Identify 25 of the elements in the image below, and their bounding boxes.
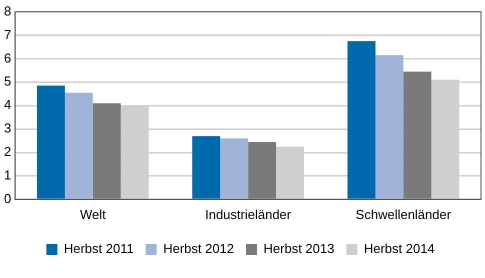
y-tick-label: 6 [4, 50, 12, 66]
y-tick-label: 8 [4, 3, 12, 18]
y-tick-label: 7 [4, 26, 12, 42]
bar [220, 138, 248, 199]
bar [64, 92, 93, 199]
legend-label: Herbst 2012 [163, 241, 234, 256]
y-tick-label: 2 [4, 144, 12, 160]
bar [36, 86, 65, 199]
bar [192, 136, 220, 199]
bar [248, 142, 276, 199]
y-tick-label: 1 [4, 168, 12, 183]
y-tick-label: 0 [4, 190, 12, 206]
y-tick-label: 5 [4, 74, 12, 89]
y-tick-label: 3 [4, 120, 12, 136]
legend-label: Herbst 2014 [364, 241, 435, 256]
x-tick-label: Industrieländer [205, 206, 292, 222]
legend-label: Herbst 2013 [264, 241, 334, 256]
bar [403, 72, 432, 199]
legend-label: Herbst 2011 [64, 241, 134, 256]
bar [347, 41, 376, 199]
x-tick-label: Schwellenländer [356, 206, 452, 222]
x-tick-label: Welt [80, 206, 106, 222]
bar [92, 103, 121, 199]
y-tick-label: 4 [4, 97, 12, 112]
bar [375, 55, 404, 199]
